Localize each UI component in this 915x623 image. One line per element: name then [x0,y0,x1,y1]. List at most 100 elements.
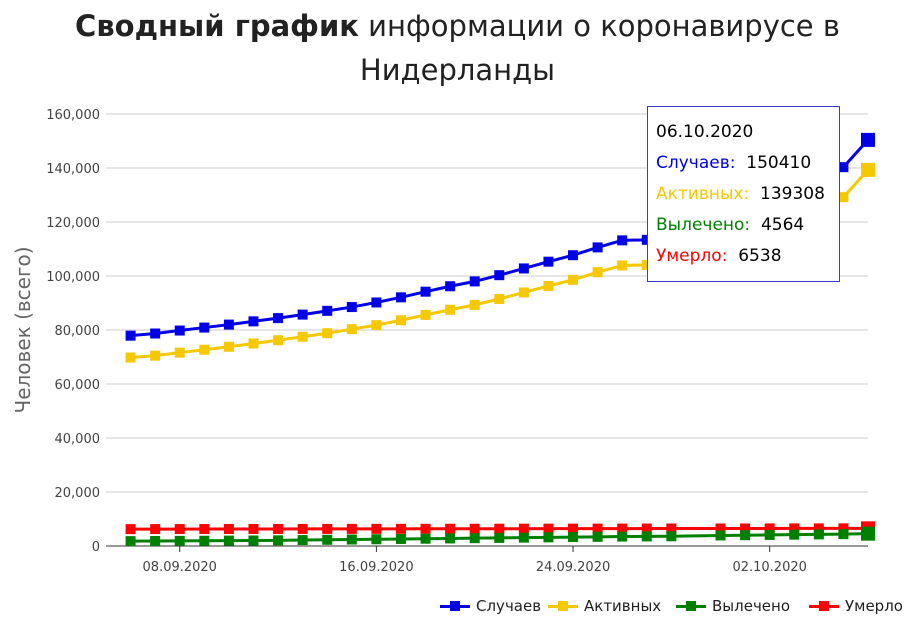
x-tick-label: 02.10.2020 [732,560,806,575]
data-point [861,526,875,541]
data-point [199,322,210,333]
data-point [861,132,875,147]
tooltip-label: Умерло: [656,246,728,266]
y-tick-label: 0 [92,540,100,555]
data-point [125,536,136,547]
data-point [248,338,259,349]
data-point [494,523,505,534]
tooltip-value: 150410 [735,153,812,173]
data-point [494,532,505,543]
data-point [371,297,382,308]
data-point [469,299,480,310]
data-point [322,534,333,545]
data-point [518,287,529,298]
data-point [420,309,431,320]
chart-title-rest: информации о коронавирусе в Нидерланды [358,9,840,87]
data-point [666,523,677,534]
data-point [322,305,333,316]
tooltip-row: Вылечено: 4564 [656,210,839,241]
y-tick-label: 60,000 [55,378,101,393]
data-point [322,328,333,339]
data-point [592,531,603,542]
data-point [150,536,161,547]
data-point [174,535,185,546]
data-point [518,532,529,543]
data-point [641,523,652,534]
data-point [346,302,357,313]
tooltip-label: Случаев: [656,153,736,173]
data-point [420,523,431,534]
tooltip-label: Активных: [656,184,750,204]
data-point [445,281,456,292]
data-point [445,523,456,534]
x-tick-label: 16.09.2020 [339,560,413,575]
data-point [223,524,234,535]
data-point [346,523,357,534]
data-point [174,524,185,535]
legend-label: Активных [584,597,662,615]
legend-label: Вылечено [712,597,791,615]
tooltip-date: 06.10.2020 [656,122,754,142]
data-point [445,533,456,544]
data-point [494,293,505,304]
data-point [543,532,554,543]
data-point [125,524,136,535]
tooltip-value: 139308 [749,184,825,204]
y-tick-label: 40,000 [55,432,101,447]
data-point [518,523,529,534]
data-point [297,535,308,546]
legend-swatch [440,601,470,611]
chart-title: Сводный график информации о коронавирусе… [0,4,915,92]
data-point [813,529,824,540]
data-point [617,531,628,542]
data-point [273,535,284,546]
legend-swatch [548,601,578,611]
tooltip-row: Случаев: 150410 [656,148,839,179]
tooltip-value: 4564 [750,215,805,235]
data-point [543,523,554,534]
chart-title-bold: Сводный график [75,9,359,43]
data-point [617,235,628,246]
legend-label: Случаев [476,597,542,615]
data-point [223,319,234,330]
data-point [789,523,800,534]
data-point [518,263,529,274]
data-point [469,523,480,534]
data-point [150,328,161,339]
data-point [297,523,308,534]
data-point [617,523,628,534]
data-point [641,259,652,270]
x-tick-label: 08.09.2020 [143,560,217,575]
tooltip-label: Вылечено: [656,215,751,235]
data-point [469,276,480,287]
data-point [838,523,849,534]
data-point [395,292,406,303]
data-point [592,267,603,278]
data-point [861,162,875,177]
data-point [666,531,677,542]
data-point [199,535,210,546]
tooltip-row: Умерло: 6538 [656,241,839,272]
data-point [715,530,726,541]
legend-label: Умерло [845,597,903,615]
y-axis-label: Человек (всего) [11,246,35,413]
data-point [617,260,628,271]
y-tick-label: 20,000 [55,486,101,501]
data-point [199,344,210,355]
data-point [174,325,185,336]
y-tick-label: 140,000 [46,162,100,177]
data-point [715,523,726,534]
data-point [248,523,259,534]
data-point [248,316,259,327]
data-point [199,524,210,535]
data-point [740,523,751,534]
data-point [568,274,579,285]
data-point [248,535,259,546]
tooltip-value: 6538 [727,246,782,266]
data-point [395,315,406,326]
data-point [346,324,357,335]
data-point [150,350,161,361]
data-point [150,524,161,535]
data-point [813,523,824,534]
